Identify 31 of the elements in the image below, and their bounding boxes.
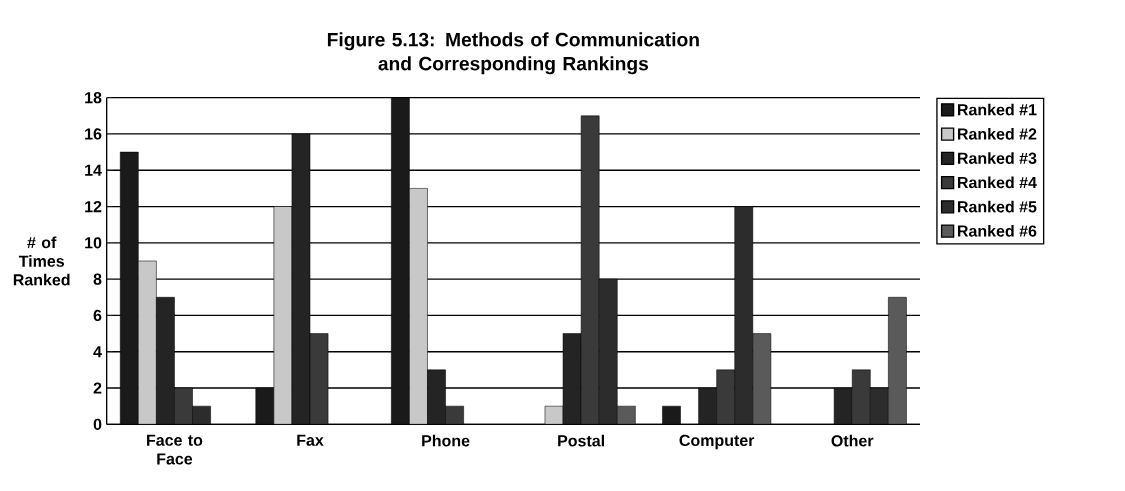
y-tick-label: 10 — [85, 237, 102, 249]
x-tick-label: Other — [831, 434, 874, 447]
legend-label: Ranked #4 — [958, 176, 1037, 189]
bar — [833, 387, 853, 425]
legend-label: Ranked #1 — [958, 103, 1037, 116]
x-tick-label: Face to Face — [147, 434, 203, 465]
bar — [752, 333, 772, 425]
y-tick-label: 4 — [93, 346, 102, 358]
y-tick-label: 18 — [85, 92, 102, 104]
legend-label: Ranked #6 — [958, 224, 1037, 237]
legend-label: Ranked #2 — [958, 127, 1037, 140]
chart-title: Figure 5.13: Methods of Communication and Corresponding Rankings — [327, 32, 699, 75]
y-tick-label: 2 — [93, 382, 102, 394]
bar — [662, 405, 681, 425]
x-tick-label: Postal — [558, 434, 604, 447]
y-tick-label: 0 — [93, 418, 102, 430]
x-tick-label: Fax — [297, 434, 324, 446]
y-tick-label: 12 — [85, 200, 102, 213]
y-tick-label: 6 — [93, 309, 102, 322]
y-tick-label: 14 — [85, 164, 102, 176]
bar — [427, 369, 446, 425]
y-tick-label: 8 — [93, 273, 102, 285]
bar — [156, 297, 175, 425]
legend-label: Ranked #3 — [958, 152, 1037, 164]
bar — [888, 297, 907, 425]
x-tick-label: Phone — [422, 434, 470, 447]
y-tick-label: 16 — [85, 128, 102, 140]
legend-label: Ranked #5 — [958, 200, 1037, 213]
bar — [698, 387, 717, 425]
y-axis-title: # of Times Ranked — [13, 236, 70, 286]
x-tick-label: Computer — [679, 434, 755, 450]
